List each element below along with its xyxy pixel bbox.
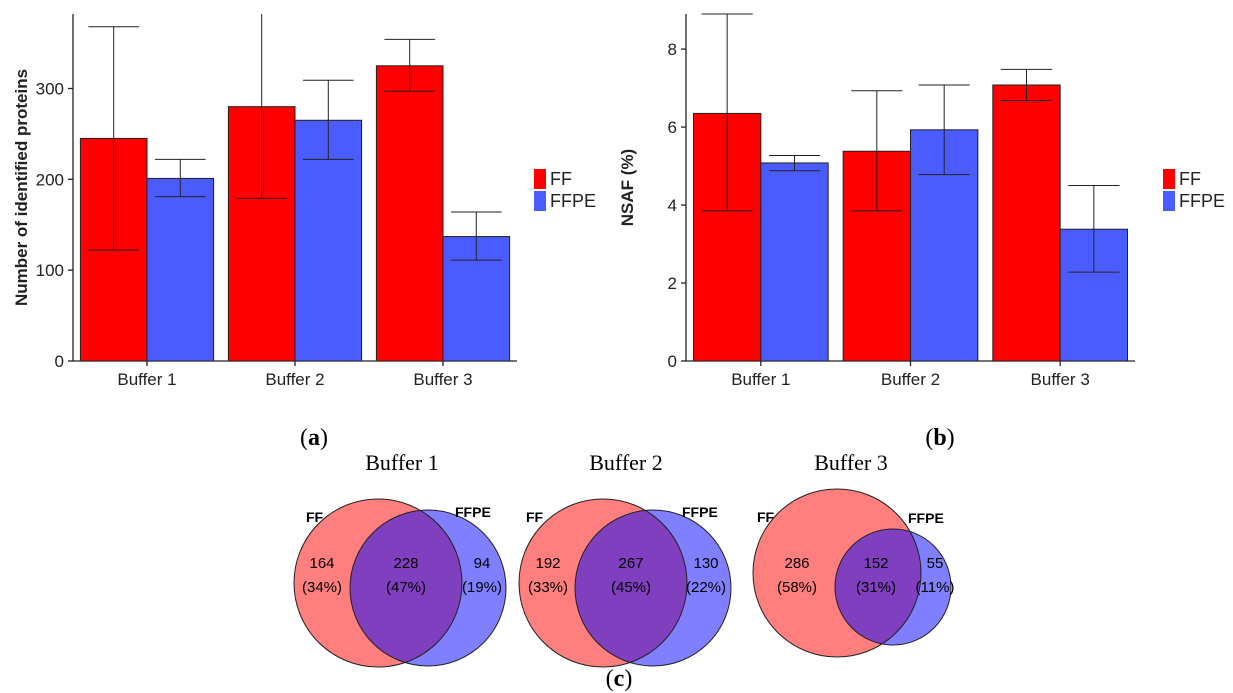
legend-label-ff: FF xyxy=(1179,169,1201,189)
venn-set-label-ff: FF xyxy=(306,509,324,525)
venn-ff-outline xyxy=(752,488,922,658)
venn-ff-only-count: 192 xyxy=(535,555,560,572)
x-tick-label: Buffer 1 xyxy=(117,370,176,389)
venn-ffpe-only-pct: (19%) xyxy=(462,579,502,596)
venn-both-pct: (31%) xyxy=(856,579,896,596)
venn-set-label-ffpe: FFPE xyxy=(908,510,944,526)
venn-ffpe-outline xyxy=(349,509,507,667)
venn-title: Buffer 1 xyxy=(365,450,439,475)
venn-both-count: 152 xyxy=(863,555,888,572)
bar-ff xyxy=(992,84,1061,362)
venn-ffpe-only-count: 94 xyxy=(474,555,491,572)
panel-a-label: (a) xyxy=(300,425,328,451)
venn-title: Buffer 3 xyxy=(814,450,888,475)
venn-ffpe-only-pct: (22%) xyxy=(686,579,726,596)
venn-overlap xyxy=(350,510,462,666)
venn-ffpe-outline xyxy=(834,528,952,646)
venn-set-label-ffpe: FFPE xyxy=(682,504,718,520)
venn-ff-outline xyxy=(293,498,463,668)
legend-label-ff: FF xyxy=(550,169,572,189)
bar-ffpe xyxy=(146,177,215,362)
venn-ff-outline xyxy=(518,498,688,668)
x-tick-label: Buffer 2 xyxy=(265,370,324,389)
x-tick-label: Buffer 3 xyxy=(1031,370,1090,389)
legend-swatch-ffpe xyxy=(1163,191,1175,211)
venn-both-pct: (45%) xyxy=(611,579,651,596)
bar-ffpe xyxy=(294,119,363,362)
venn-ff-only-count: 164 xyxy=(309,555,334,572)
venn-buffer-2: Buffer 2 FF FFPE 192 (33%) 267 (45%) 130… xyxy=(518,450,732,668)
venn-ffpe-only-pct: (11%) xyxy=(916,579,955,596)
y-axis-title: Number of identified proteins xyxy=(12,69,31,306)
x-tick-label: Buffer 2 xyxy=(881,370,940,389)
y-tick-label: 2 xyxy=(668,274,677,293)
y-tick-label: 4 xyxy=(668,196,677,215)
venn-ffpe-only-count: 55 xyxy=(927,555,944,572)
y-tick-label: 200 xyxy=(36,170,64,189)
y-tick-label: 300 xyxy=(36,79,64,98)
legend-swatch-ffpe xyxy=(534,191,546,211)
venn-ff-only-pct: (34%) xyxy=(302,579,342,596)
x-tick-label: Buffer 3 xyxy=(413,370,472,389)
bar-ff xyxy=(375,65,444,362)
panel-b-label: (b) xyxy=(925,425,954,451)
y-tick-label: 0 xyxy=(55,352,64,371)
panel-a-chart: 0 100 200 300 Buffer 1 Buffer 2 Buffer 3 Number… xyxy=(12,14,596,389)
x-tick-label: Buffer 1 xyxy=(731,370,790,389)
y-tick-label: 6 xyxy=(668,118,677,137)
venn-title: Buffer 2 xyxy=(589,450,663,475)
legend-label-ffpe: FFPE xyxy=(550,191,596,211)
venn-ff-only-pct: (33%) xyxy=(528,579,568,596)
venn-both-count: 267 xyxy=(618,555,643,572)
venn-ffpe-outline xyxy=(574,509,732,667)
venn-buffer-1: Buffer 1 FF FFPE 164 (34%) 228 (47%) 94 … xyxy=(293,450,507,668)
panel-b-chart: 0 2 4 6 8 Buffer 1 Buffer 2 Buffer 3 NSAF (%) FFF… xyxy=(618,13,1225,389)
bar-ffpe xyxy=(760,162,829,362)
venn-ff-only-count: 286 xyxy=(784,555,809,572)
venn-set-label-ff: FF xyxy=(757,509,775,525)
panel-c-label: (c) xyxy=(606,666,633,692)
venn-buffer-3: Buffer 3 FF FFPE 286 (58%) 152 (31%) 55 … xyxy=(752,450,955,658)
venn-ff-only-pct: (58%) xyxy=(777,579,817,596)
venn-overlap xyxy=(575,510,687,666)
venn-both-pct: (47%) xyxy=(386,579,426,596)
y-tick-label: 8 xyxy=(668,40,677,59)
venn-both-count: 228 xyxy=(393,555,418,572)
venn-overlap xyxy=(835,529,921,645)
venn-ffpe-only-count: 130 xyxy=(693,555,718,572)
venn-set-label-ffpe: FFPE xyxy=(455,504,491,520)
y-tick-label: 0 xyxy=(668,352,677,371)
y-tick-label: 100 xyxy=(36,261,64,280)
legend-swatch-ff xyxy=(1163,169,1175,189)
legend-swatch-ff xyxy=(534,169,546,189)
y-axis-title: NSAF (%) xyxy=(618,149,637,226)
venn-set-label-ff: FF xyxy=(526,509,544,525)
legend-label-ffpe: FFPE xyxy=(1179,191,1225,211)
